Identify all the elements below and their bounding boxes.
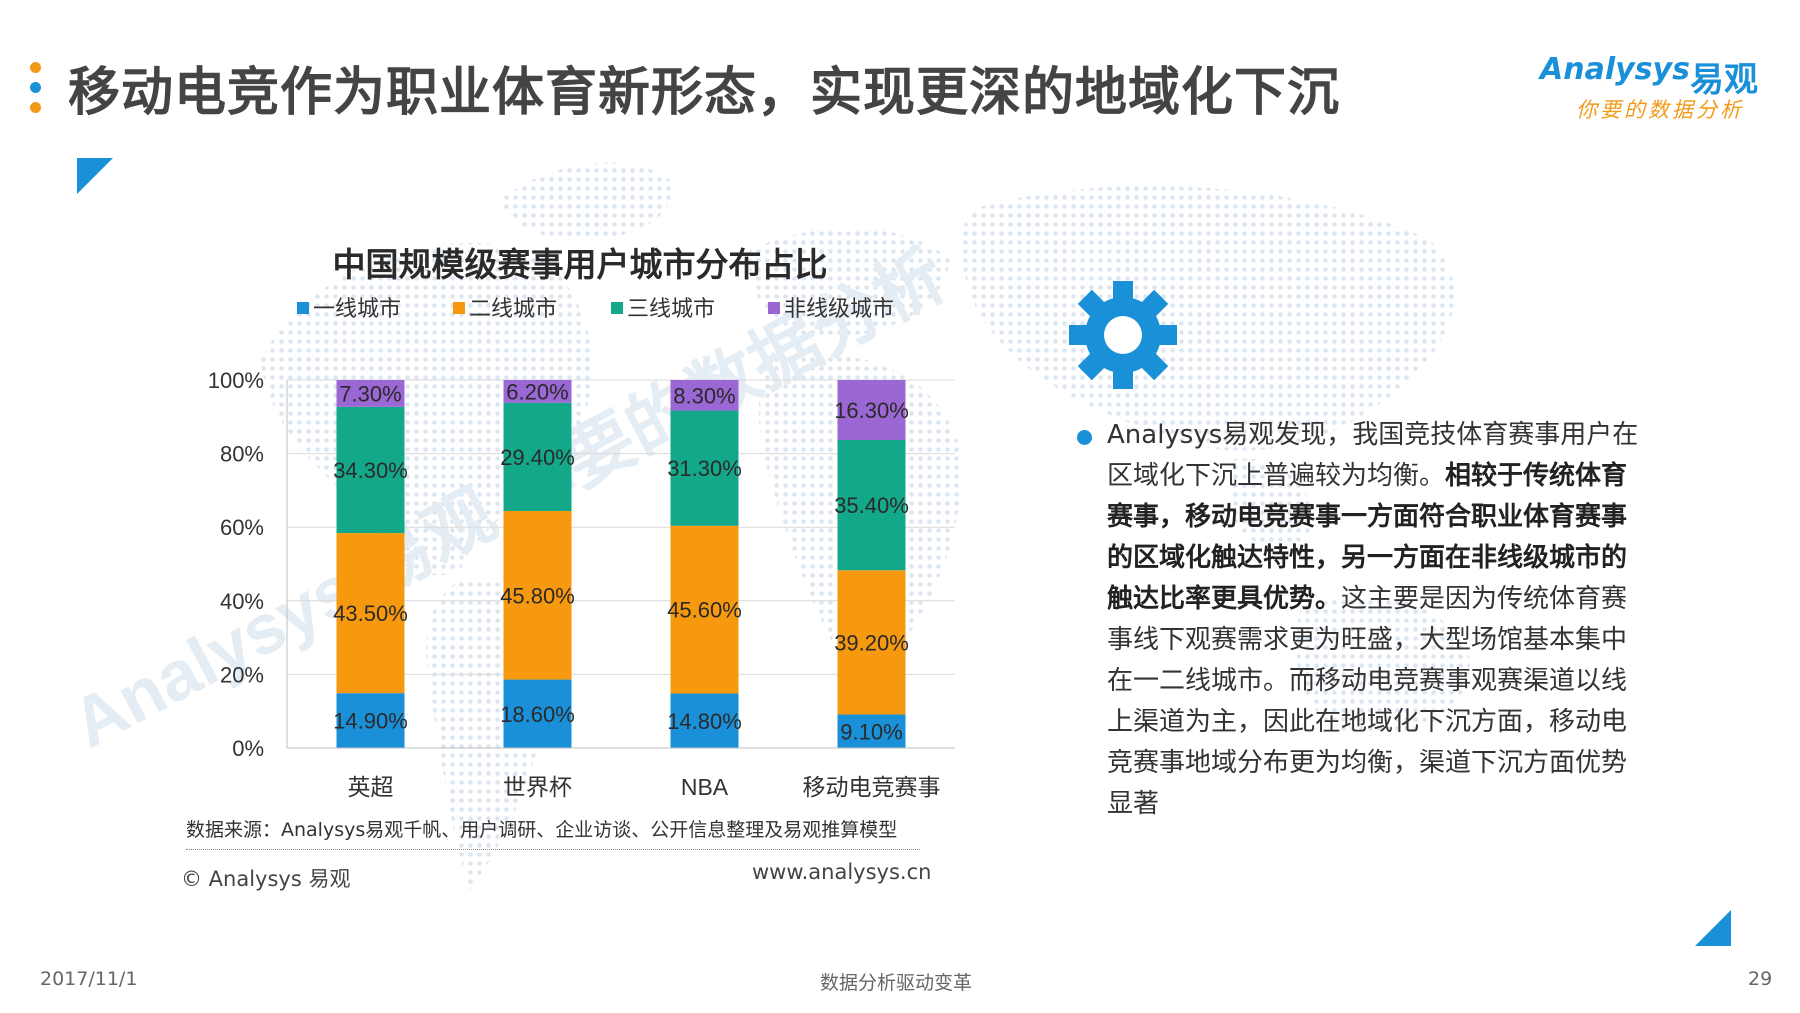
data-label: 35.40% xyxy=(834,493,909,518)
data-label: 45.60% xyxy=(667,598,742,623)
divider xyxy=(186,849,920,850)
corner-triangle-icon xyxy=(77,158,113,194)
bar-segment xyxy=(837,439,906,571)
insight-part-1: Analysys易观发现，我国竞技体育赛事用户在区域化下沉上普遍较为均衡。 xyxy=(1107,420,1639,491)
page-number: 29 xyxy=(1748,968,1773,990)
y-tick-label: 20% xyxy=(220,662,264,687)
y-tick-label: 0% xyxy=(232,736,264,761)
title-dots xyxy=(30,62,42,122)
y-tick-label: 80% xyxy=(220,442,264,467)
logo: Analysys 易观 你要的数据分析 xyxy=(1540,52,1770,124)
bar-segment xyxy=(837,570,906,715)
bar-segment xyxy=(336,693,405,748)
bullet-icon xyxy=(1077,430,1092,445)
y-tick-label: 60% xyxy=(220,515,264,540)
chart-bars xyxy=(336,380,906,748)
y-tick-label: 40% xyxy=(220,589,264,614)
bar-segment xyxy=(336,380,405,407)
data-label: 14.90% xyxy=(333,709,408,734)
data-label: 39.20% xyxy=(834,630,909,655)
data-label: 7.30% xyxy=(339,381,401,406)
bar-segment xyxy=(670,693,739,748)
data-label: 16.30% xyxy=(834,398,909,423)
x-tick-label: NBA xyxy=(681,774,729,800)
chart-source: 数据来源：Analysys易观千帆、用户调研、企业访谈、公开信息整理及易观推算模… xyxy=(186,819,898,841)
bar-segment xyxy=(670,380,739,411)
bar-segment xyxy=(670,410,739,526)
y-tick-label: 100% xyxy=(208,368,264,393)
title-dot-2 xyxy=(30,82,41,93)
insight-text: Analysys易观发现，我国竞技体育赛事用户在区域化下沉上普遍较为均衡。相较于… xyxy=(1107,415,1647,825)
bar-segment xyxy=(503,679,572,748)
logo-wordmark: Analysys xyxy=(1540,52,1690,87)
insight-highlight: 相较于传统体育赛事，移动电竞赛事一方面符合职业体育赛事的区域化触达特性，另一方面… xyxy=(1107,461,1628,614)
gear-icon xyxy=(1069,281,1177,389)
footer-date: 2017/11/1 xyxy=(40,968,138,990)
legend-swatch xyxy=(453,302,465,314)
website-url: www.analysys.cn xyxy=(752,860,932,884)
bar-segment xyxy=(670,525,739,694)
legend-label: 一线城市 xyxy=(313,296,401,321)
x-tick-label: 英超 xyxy=(348,774,394,800)
legend-swatch xyxy=(297,302,309,314)
bar-segment xyxy=(336,533,405,694)
data-label: 43.50% xyxy=(333,601,408,626)
legend-swatch xyxy=(611,302,623,314)
x-tick-label: 世界杯 xyxy=(503,774,572,800)
bar-segment xyxy=(503,511,572,680)
stacked-bar-chart: Analysys 易观 你要的数据分析 14.90%43.50%34.30%7.… xyxy=(59,235,958,800)
x-tick-label: 移动电竞赛事 xyxy=(803,774,941,800)
chart-axes: 0% 20% 40% 60% 80% 100% 英超 世界杯 NBA 移动电竞赛事 xyxy=(208,368,955,800)
corner-triangle-icon xyxy=(1695,910,1731,946)
chart-legend: 一线城市 二线城市 三线城市 非线级城市 xyxy=(297,296,894,321)
legend-swatch xyxy=(768,302,780,314)
data-label: 34.30% xyxy=(333,458,408,483)
logo-chinese: 易观 xyxy=(1690,60,1758,100)
legend-label: 二线城市 xyxy=(469,296,557,321)
title-dot-1 xyxy=(30,62,41,73)
logo-tagline: 你要的数据分析 xyxy=(1576,98,1744,122)
data-label: 8.30% xyxy=(673,383,735,408)
insight-part-3: 这主要是因为传统体育赛事线下观赛需求更为旺盛，大型场馆基本集中在一二线城市。而移… xyxy=(1107,584,1628,819)
chart-title: 中国规模级赛事用户城市分布占比 xyxy=(332,245,828,284)
data-label: 45.80% xyxy=(500,583,575,608)
title-dot-3 xyxy=(30,102,41,113)
data-label: 9.10% xyxy=(840,719,902,744)
footer-slogan: 数据分析驱动变革 xyxy=(820,972,973,994)
copyright: © Analysys 易观 xyxy=(181,867,351,891)
data-label: 18.60% xyxy=(500,702,575,727)
bar-segment xyxy=(837,714,906,748)
bar-segment xyxy=(837,380,906,440)
data-label: 14.80% xyxy=(667,709,742,734)
chart-data-labels: 14.90% 43.50% 34.30% 7.30% 18.60% 45.80% 29.40… xyxy=(333,379,909,744)
data-label: 6.20% xyxy=(506,379,568,404)
legend-label: 非线级城市 xyxy=(784,296,894,321)
data-label: 29.40% xyxy=(500,445,575,470)
data-label: 31.30% xyxy=(667,456,742,481)
bar-segment xyxy=(503,380,572,403)
legend-label: 三线城市 xyxy=(627,296,715,321)
page-title: 移动电竞作为职业体育新形态，实现更深的地域化下沉 xyxy=(68,63,1341,123)
bar-segment xyxy=(336,406,405,534)
bar-segment xyxy=(503,402,572,512)
